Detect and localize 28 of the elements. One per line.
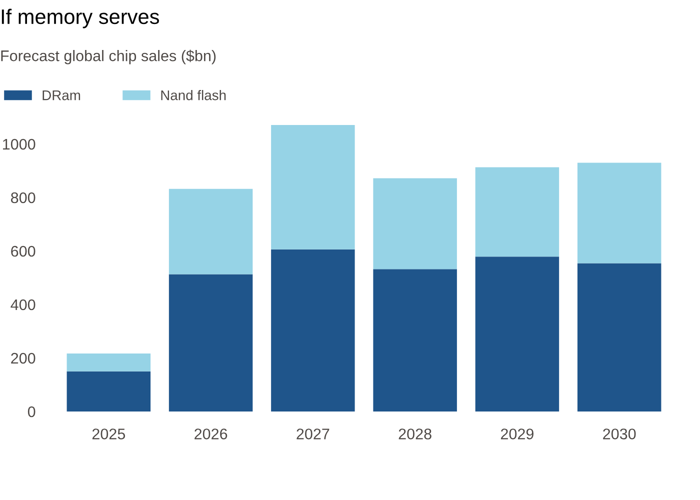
bar — [475, 256, 560, 412]
legend-label: DRam — [42, 90, 80, 100]
bar — [577, 263, 662, 412]
bar — [373, 178, 457, 270]
legend-label: Nand flash — [161, 90, 226, 100]
y-tick-label: 200 — [11, 352, 36, 364]
bar — [271, 249, 355, 412]
bar — [168, 188, 253, 274]
y-tick-label: 400 — [10, 299, 36, 310]
x-tick-label: 2025 — [92, 428, 126, 440]
chart-title: If memory serves — [2, 8, 159, 28]
x-tick-label: 2030 — [603, 428, 636, 440]
bar — [66, 353, 151, 372]
x-tick-label: 2027 — [296, 428, 330, 440]
bar — [66, 371, 151, 412]
y-tick-label: 600 — [11, 246, 36, 257]
chart-subtitle: Forecast global chip sales ($bn) — [1, 50, 216, 64]
bar — [577, 162, 662, 264]
bar — [373, 269, 457, 412]
bar — [271, 125, 355, 250]
x-tick-label: 2029 — [500, 428, 534, 440]
bar — [475, 167, 560, 257]
bar — [168, 274, 253, 412]
x-tick-label: 2028 — [398, 428, 432, 440]
x-tick-label: 2026 — [194, 428, 228, 440]
y-tick-label: 1000 — [3, 138, 36, 150]
y-tick-label: 800 — [11, 192, 36, 204]
y-tick-label: 0 — [28, 406, 36, 418]
